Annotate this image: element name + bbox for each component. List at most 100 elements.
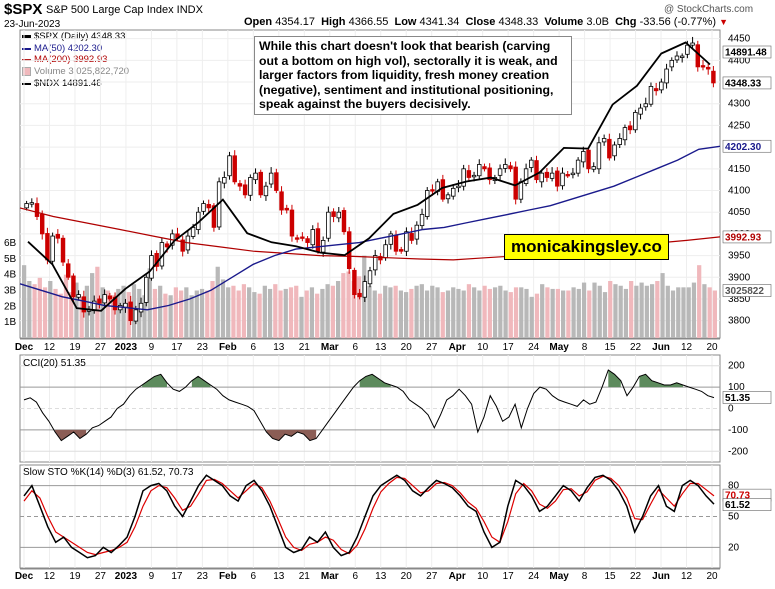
candle-body	[487, 167, 492, 181]
volume-bar	[623, 288, 629, 338]
x-tick-label: 27	[426, 342, 438, 353]
symbol-description: S&P 500 Large Cap Index INDX	[46, 4, 203, 16]
volume-bar	[168, 295, 173, 338]
chart-date: 23-Jun-2023	[4, 19, 61, 30]
candle-body	[326, 211, 331, 239]
close-value: 4348.33	[498, 16, 539, 28]
sto-k-line	[23, 474, 715, 559]
x-tick-label: 21	[299, 342, 311, 353]
volume-bar	[163, 293, 168, 338]
volume-bar	[37, 277, 42, 338]
x-tick-label: Apr	[449, 342, 466, 353]
candle-body	[227, 155, 232, 177]
candle-body	[367, 270, 373, 285]
x-tick-label: 23	[197, 342, 209, 353]
volume-tick-label: 2B	[4, 301, 17, 312]
x-tick-label: 12	[681, 571, 693, 582]
sto-k-value-tag-box	[722, 498, 772, 511]
volume-price-tag-box	[722, 284, 772, 297]
down-triangle-icon: ▼	[719, 17, 728, 27]
sto-d-value-tag: 70.73	[725, 491, 750, 502]
cci-line	[23, 369, 715, 442]
volume-bar	[435, 287, 440, 338]
volume-bar	[178, 290, 184, 338]
x-tick-label: 19	[69, 571, 81, 582]
volume-bar	[707, 287, 712, 338]
volume-bar	[676, 287, 681, 338]
x-tick-label: 12	[44, 571, 56, 582]
volume-bar	[618, 285, 623, 338]
open-label: Open	[244, 16, 273, 28]
volume-bar	[351, 281, 356, 338]
candle-body	[81, 296, 87, 313]
volume-bar	[210, 281, 215, 338]
volume-bar	[84, 285, 90, 338]
candle-body	[300, 236, 305, 239]
volume-bar	[445, 290, 451, 338]
y-tick-label: 3950	[728, 251, 751, 262]
x-tick-label: 27	[95, 342, 107, 353]
candle-body	[601, 138, 607, 143]
y-tick-label: 4300	[728, 99, 751, 110]
volume-bar	[372, 290, 377, 338]
sto-k-value-tag: 61.52	[725, 500, 750, 511]
volume-bar	[581, 282, 587, 338]
volume-bar	[288, 287, 294, 338]
x-tick-label: 9	[149, 342, 155, 353]
volume-bar	[110, 295, 116, 338]
candle-body	[690, 42, 695, 46]
candle-body	[97, 298, 102, 304]
volume-bar	[294, 285, 299, 338]
x-tick-label: 12	[44, 342, 56, 353]
volume-bar	[142, 295, 147, 338]
cci-tick-label: 0	[728, 404, 734, 415]
candle-body	[102, 294, 107, 304]
indicator-panels: CCI(20) 51.35 Slow STO %K(14) %D(3) 61.52…	[23, 358, 715, 559]
volume-bar	[346, 271, 351, 338]
volume-bar	[419, 284, 424, 338]
volume-bar	[158, 285, 163, 338]
candle-body	[29, 202, 35, 205]
x-tick-label: Dec	[15, 342, 34, 353]
legend-label-ma50: MA(50) 4202.30	[34, 42, 103, 54]
volume-bar	[691, 282, 697, 338]
candle-body	[451, 187, 456, 197]
candle-body	[357, 292, 362, 298]
legend-item-volume: Volume 3,025,822,720	[22, 66, 129, 78]
volume-label: Volume	[544, 16, 584, 28]
low-label: Low	[394, 16, 417, 28]
cci-tick-label: 200	[728, 361, 745, 372]
volume-tick-label: 5B	[4, 254, 17, 265]
candle-body	[253, 172, 258, 181]
volume-bar	[27, 281, 32, 338]
candle-body	[352, 269, 357, 296]
volume-bar	[681, 287, 686, 338]
candle-body	[653, 88, 659, 92]
volume-bar	[529, 296, 534, 338]
volume-tick-label: 3B	[4, 286, 17, 297]
candle-body	[711, 70, 716, 84]
candle-body	[456, 185, 461, 189]
volume-bar	[576, 288, 581, 338]
volume-bar	[702, 284, 707, 338]
volume-bar	[226, 287, 231, 338]
volume-bar	[121, 285, 126, 338]
x-tick-label: 20	[706, 342, 718, 353]
legend-item-ma50: MA(50) 4202.30	[22, 43, 129, 55]
cci-oversold-fill	[55, 429, 87, 441]
x-tick-label: Feb	[219, 342, 237, 353]
volume-bar	[377, 293, 383, 338]
candle-body	[404, 231, 409, 252]
volume-bar	[335, 281, 341, 338]
volume-bar	[309, 287, 315, 338]
candle-body	[268, 172, 274, 185]
ma50-price-tag-box	[722, 139, 772, 153]
volume-bar	[100, 287, 105, 338]
volume-bar	[79, 296, 84, 338]
x-tick-label: 2023	[115, 571, 138, 582]
legend-label-ndx: $NDX 14891.48	[34, 77, 102, 89]
candle-body	[331, 211, 336, 217]
x-tick-label: 23	[197, 571, 209, 582]
volume-bar	[63, 274, 69, 338]
candle-body	[133, 309, 139, 322]
